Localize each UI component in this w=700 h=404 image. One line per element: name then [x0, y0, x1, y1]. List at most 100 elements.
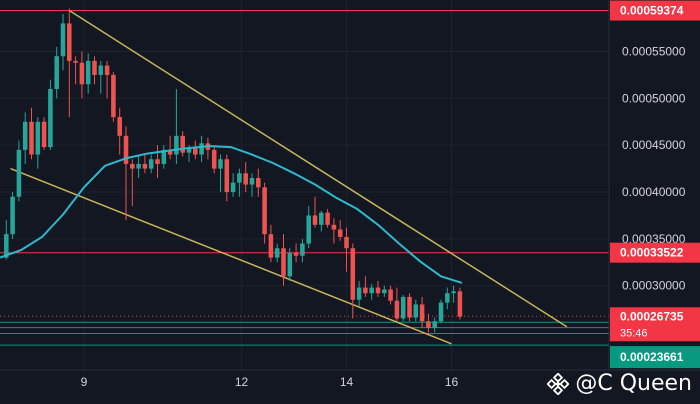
- candle-body-29: [186, 147, 192, 153]
- candle-body-40: [256, 177, 261, 188]
- price-level-badge-1: [610, 242, 700, 263]
- moving-average: [0, 145, 463, 284]
- candle-body-59: [375, 287, 381, 294]
- candle-body-39: [249, 177, 255, 185]
- candle-body-7: [48, 88, 53, 148]
- candle-body-60: [382, 289, 387, 294]
- candle-body-62: [394, 300, 400, 319]
- candle-body-36: [230, 182, 236, 193]
- candle-body-20: [130, 163, 135, 169]
- candle-body-24: [155, 159, 160, 164]
- candle-body-37: [237, 173, 242, 183]
- candle-body-16: [104, 65, 110, 75]
- price-tick-label-0: 0.00055000: [622, 45, 686, 59]
- candle-body-41: [262, 187, 267, 235]
- time-tick-label-0: 9: [81, 375, 88, 389]
- candle-body-9: [60, 23, 66, 57]
- candle-body-65: [413, 304, 419, 318]
- candle-body-56: [356, 287, 362, 300]
- candle-body-31: [199, 143, 204, 155]
- candle-body-23: [148, 159, 154, 169]
- candle-body-8: [54, 56, 59, 89]
- candle-body-17: [111, 74, 116, 118]
- candle-body-33: [211, 149, 217, 169]
- price-tick-label-2: 0.00045000: [622, 138, 686, 152]
- candle-body-49: [312, 215, 318, 225]
- price-level-label-3: 0.00023661: [620, 350, 684, 364]
- candle-body-28: [180, 135, 185, 153]
- time-axis[interactable]: 9 12 14 16: [81, 375, 459, 389]
- price-axis[interactable]: 0.00055000 0.00050000 0.00045000 0.00040000…: [622, 45, 686, 293]
- candle-body-50: [319, 212, 324, 225]
- price-tick-label-5: 0.00030000: [622, 279, 686, 293]
- candle-body-13: [85, 60, 91, 85]
- candle-body-43: [274, 248, 280, 258]
- candle-body-10: [67, 23, 72, 61]
- time-tick-label-3: 16: [445, 375, 459, 389]
- candle-body-55: [350, 248, 356, 300]
- candle-body-45: [287, 252, 293, 277]
- watermark: @C Queen: [547, 371, 692, 396]
- candle-body-48: [306, 215, 311, 244]
- candle-body-61: [388, 289, 393, 301]
- price-tick-label-3: 0.00040000: [622, 185, 686, 199]
- candle-body-72: [457, 291, 463, 317]
- price-level-label-0: 0.00059374: [620, 4, 684, 18]
- candle-body-12: [79, 62, 85, 85]
- price-tick-label-1: 0.00050000: [622, 91, 686, 105]
- trendlines: [10, 9, 568, 345]
- candle-body-67: [426, 321, 431, 328]
- candle-body-38: [243, 173, 248, 185]
- candle-body-21: [136, 163, 141, 169]
- candle-body-70: [445, 293, 450, 303]
- countdown-label: 35:46: [620, 327, 648, 339]
- watermark-text: @C Queen: [575, 371, 692, 396]
- price-level-badge-0: [610, 0, 700, 21]
- price-level-labels: 0.000593740.000335220.000255190.00023661…: [610, 0, 700, 369]
- candle-body-25: [161, 149, 167, 164]
- candle-body-22: [142, 163, 148, 169]
- candle-body-30: [193, 147, 198, 155]
- candle-body-52: [331, 224, 337, 230]
- candle-body-19: [123, 135, 129, 164]
- candle-body-66: [419, 304, 425, 322]
- trendline-0: [68, 9, 568, 328]
- candle-body-2: [16, 149, 22, 197]
- candle-body-27: [174, 135, 179, 155]
- candle-body-11: [73, 60, 78, 63]
- candle-body-34: [218, 159, 223, 169]
- candle-body-57: [363, 287, 368, 294]
- candle-body-5: [35, 121, 41, 155]
- candle-body-63: [400, 296, 406, 319]
- candle-body-71: [451, 291, 456, 294]
- candle-body-0: [4, 234, 9, 258]
- candle-body-18: [117, 117, 122, 136]
- candle-body-53: [337, 229, 343, 237]
- trendline-1: [10, 167, 452, 345]
- binance-diamond-icon: [547, 372, 570, 395]
- candle-body-58: [369, 287, 374, 294]
- candle-body-69: [438, 302, 444, 322]
- candle-body-42: [268, 234, 274, 258]
- candle-body-4: [29, 121, 34, 155]
- last-price-badge: [610, 307, 700, 342]
- candles: [4, 8, 463, 333]
- time-tick-label-1: 12: [235, 375, 249, 389]
- candle-body-64: [407, 296, 412, 318]
- candle-body-14: [92, 60, 97, 75]
- candle-body-6: [41, 121, 47, 148]
- last-price-label: 0.00026735: [620, 309, 684, 323]
- price-level-label-1: 0.00033522: [620, 246, 684, 260]
- candle-body-51: [325, 212, 330, 225]
- candle-body-15: [98, 65, 104, 75]
- candle-body-26: [167, 149, 173, 155]
- candle-body-1: [10, 196, 15, 235]
- price-tick-label-4: 0.00035000: [622, 232, 686, 246]
- time-tick-label-2: 14: [340, 375, 354, 389]
- price-level-lines: [0, 10, 609, 346]
- price-level-badge-3: [610, 346, 700, 369]
- candle-body-47: [300, 243, 305, 256]
- candle-body-44: [281, 248, 286, 277]
